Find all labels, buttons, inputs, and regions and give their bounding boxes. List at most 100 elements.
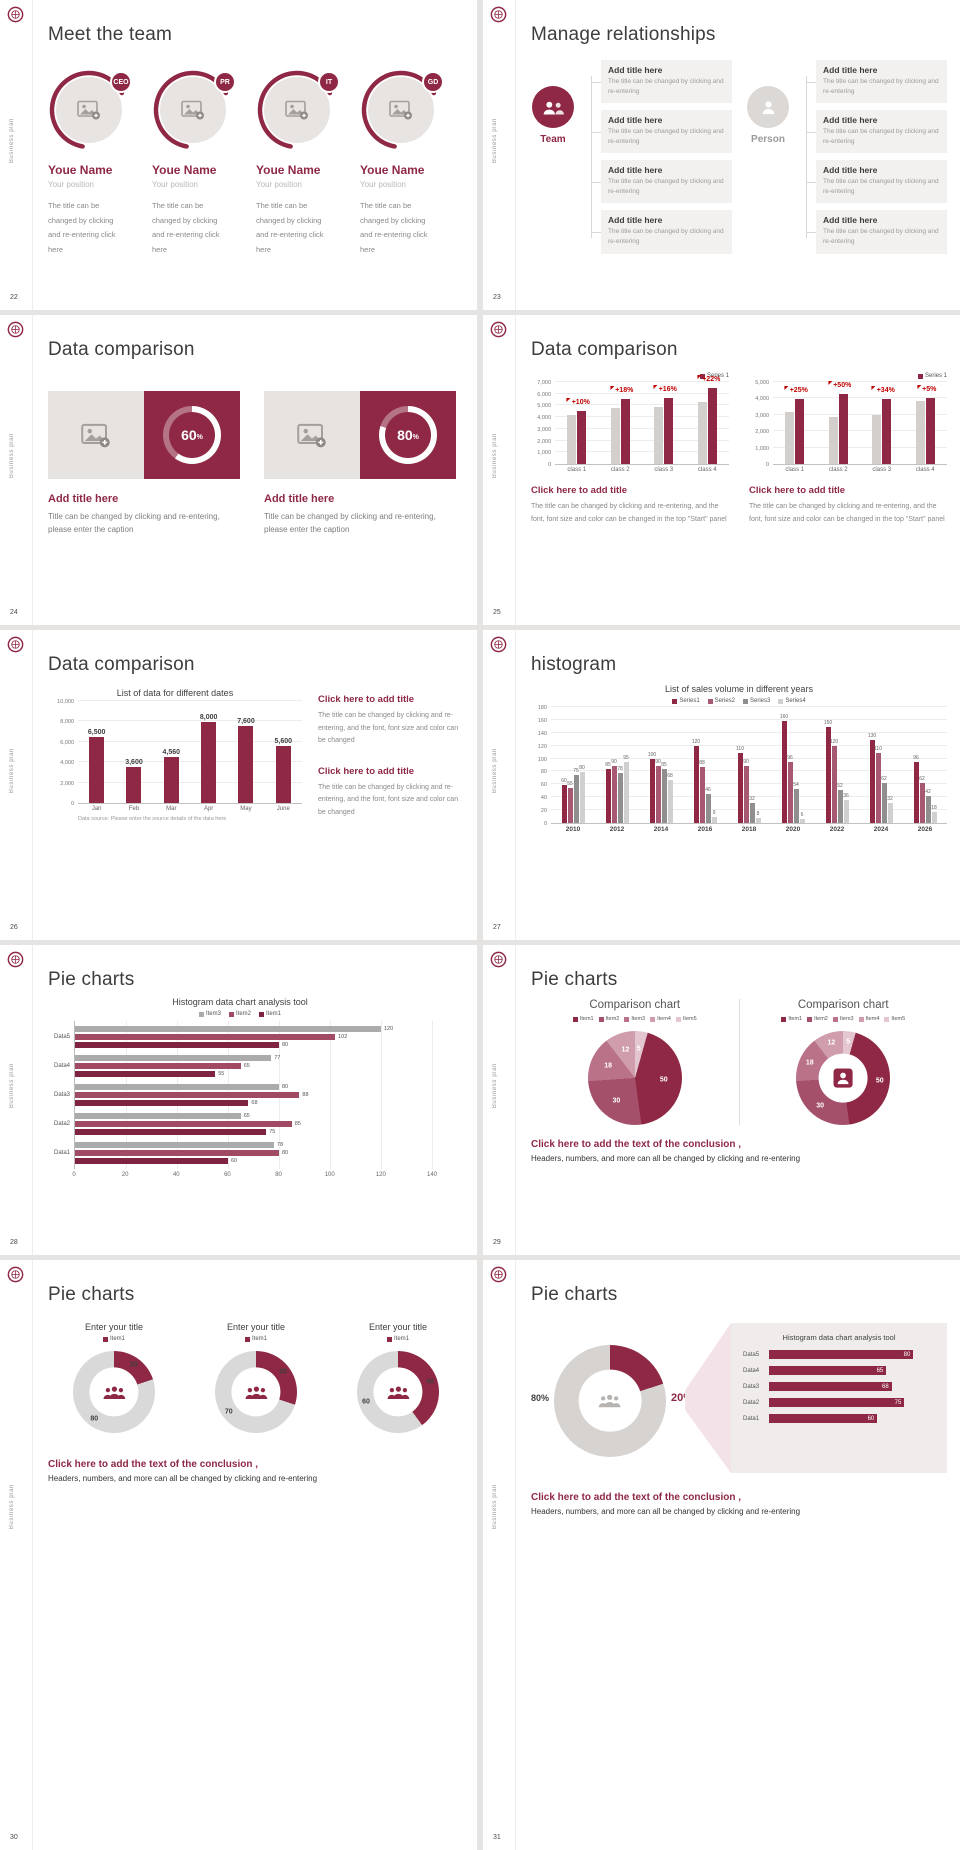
bar-value: 55	[567, 780, 573, 787]
people-icon	[245, 1386, 267, 1399]
chart-caption: Data source: Please enter the source det…	[78, 816, 227, 822]
relationship-diagram: Team Add title here The title can be cha…	[531, 60, 947, 254]
bar: 8	[755, 811, 761, 823]
bar: 36	[843, 793, 849, 823]
bar-value: 102	[338, 1034, 348, 1040]
bar	[664, 398, 674, 464]
bar: 18	[931, 805, 937, 823]
bar: 96	[913, 755, 919, 823]
legend-label: Item4	[657, 1016, 671, 1022]
text-block: Click here to add title The title can be…	[749, 485, 947, 526]
bar	[654, 407, 664, 464]
brand-logo-icon	[7, 636, 24, 653]
gridline	[555, 451, 729, 453]
slide-content: Pie charts Comparison chart Item1 Item2 Ite…	[531, 945, 947, 1255]
bar-group: +22%	[686, 376, 730, 464]
chart-title: Enter your title	[368, 1322, 428, 1332]
legend-swatch	[198, 1011, 204, 1017]
chart-legend: Item1	[102, 1336, 125, 1342]
bar-panel: Histogram data chart analysis tool Data5 8…	[731, 1323, 947, 1473]
y-tick-label: 2,000	[60, 780, 74, 787]
bar	[75, 1113, 241, 1119]
page-number: 31	[493, 1834, 501, 1841]
x-tick-label: 2018	[741, 826, 757, 833]
slide-22[interactable]: Business plan 22 Meet the team CEO Youe …	[0, 0, 477, 310]
text-block: Click here to add title The title can be…	[318, 694, 464, 748]
bar: 8,000	[200, 714, 217, 803]
slide-26[interactable]: Business plan 26 Data comparison List of…	[0, 630, 477, 940]
bar-value: 4,560	[162, 748, 181, 756]
conclusion-body: Headers, numbers, and more can all be ch…	[531, 1154, 801, 1163]
bar: 4,560	[163, 749, 180, 803]
bar-row: Data4 65	[743, 1366, 935, 1375]
horizontal-bar-chart: Histogram data chart analysis tool Data5 8…	[743, 1333, 935, 1423]
bars: 120 88 46 9	[692, 708, 717, 823]
bar-value: 120	[829, 739, 839, 746]
text-column: Click here to add title The title can be…	[318, 688, 464, 838]
bars: 160 96 54 6	[780, 708, 805, 823]
y-axis: 0 1,000 2,000 3,000 4,000 5,000 6,000 7,000	[531, 380, 555, 468]
x-tick-label: Mar	[166, 806, 177, 812]
bar-group: 8,000	[190, 702, 227, 803]
side-label: Business plan	[492, 432, 498, 478]
legend-label: Series1	[679, 698, 700, 704]
member-position: Your position	[152, 180, 198, 189]
bar	[697, 401, 707, 464]
slide-29[interactable]: Business plan 29 Pie charts Comparison c…	[483, 945, 960, 1255]
donut-area: 80% 20%	[531, 1340, 693, 1457]
item-body: The title can be changed by clicking and…	[823, 78, 939, 96]
annotation-flag: +25%	[785, 386, 808, 394]
slide-31[interactable]: Business plan 31 Pie charts 80% 20% Hist…	[483, 1260, 960, 1850]
legend-swatch	[832, 1016, 838, 1022]
gridline	[330, 1021, 331, 1169]
slide-28[interactable]: Business plan 28 Pie charts Histogram da…	[0, 945, 477, 1255]
slide-27[interactable]: Business plan 27 histogram List of sales…	[483, 630, 960, 940]
legend-label: Item3	[205, 1011, 221, 1017]
bar-group: 65 85 75	[75, 1111, 432, 1137]
image-placeholder-icon	[181, 100, 204, 120]
bar-line: 102	[75, 1034, 432, 1040]
image-placeholder-icon	[389, 100, 412, 120]
item-body: The title can be changed by clicking and…	[823, 128, 939, 146]
bar-line: 55	[75, 1071, 432, 1077]
slide-24[interactable]: Business plan 24 Data comparison 60% Add…	[0, 315, 477, 625]
slide-title: Manage relationships	[531, 24, 716, 45]
item-title: Add title here	[823, 65, 878, 75]
legend-label: Item5	[891, 1016, 906, 1022]
conclusion: Click here to add the text of the conclu…	[531, 1139, 947, 1163]
bar: 68	[667, 773, 673, 823]
bar: 75	[573, 768, 579, 823]
slide-title: Pie charts	[48, 969, 135, 990]
y-tick-label: 60	[540, 782, 547, 789]
bar-line: 60	[75, 1158, 432, 1164]
slide-content: Pie charts Enter your title Item1 20 80 Ent…	[48, 1260, 464, 1850]
bar	[75, 1084, 279, 1090]
side-divider	[515, 630, 516, 940]
card-heading: Add title here	[264, 493, 335, 505]
y-tick-label: 2,000	[537, 438, 551, 445]
card-body: Title can be changed by clicking and re-…	[264, 512, 436, 535]
legend-swatch	[650, 1016, 656, 1022]
bar-line: 77	[75, 1055, 432, 1061]
legend-item: Series4	[778, 698, 806, 704]
bar	[75, 1100, 249, 1106]
x-tick-label: Feb	[128, 806, 140, 812]
side-divider	[32, 1260, 33, 1850]
bar-value: 75	[573, 768, 579, 775]
image-placeholder-icon	[77, 100, 100, 120]
y-tick-label: 1,000	[755, 445, 769, 452]
donut-graphic: 5 50 30 18 12	[796, 1031, 891, 1125]
slide-content: Data comparison 60% Add title here Title…	[48, 315, 464, 625]
bar-group: +50%	[817, 382, 861, 464]
slide-25[interactable]: Business plan 25 Data comparison Series …	[483, 315, 960, 625]
card-heading: Add title here	[48, 493, 119, 505]
side-divider	[515, 945, 516, 1255]
item-body: The title can be changed by clicking and…	[823, 228, 939, 246]
donut-chart	[554, 1340, 667, 1457]
brand-logo-icon	[490, 6, 507, 23]
list-item: Add title here The title can be changed …	[591, 210, 732, 254]
list-item: Add title here The title can be changed …	[591, 160, 732, 204]
slide-23[interactable]: Business plan 23 Manage relationships Te…	[483, 0, 960, 310]
slide-30[interactable]: Business plan 30 Pie charts Enter your t…	[0, 1260, 477, 1850]
annotation-flag: +34%	[872, 386, 895, 394]
